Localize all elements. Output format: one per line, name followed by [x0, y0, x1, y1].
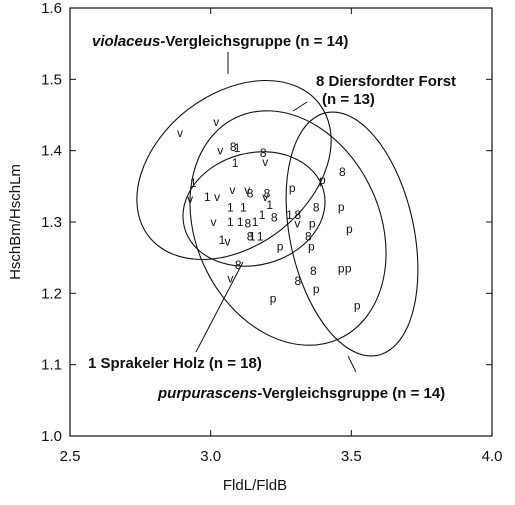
point: v — [217, 144, 223, 158]
point: p — [308, 239, 315, 253]
point: 8 — [295, 274, 302, 288]
x-tick-label: 4.0 — [482, 448, 503, 465]
y-tick-label: 1.6 — [41, 0, 62, 17]
point: v — [213, 115, 219, 129]
point: 1 — [252, 215, 259, 229]
ellipse-purpurascens — [285, 111, 419, 357]
point: p — [289, 181, 296, 195]
y-tick-label: 1.0 — [41, 428, 62, 445]
point: 8 — [313, 201, 320, 215]
point: 8 — [339, 165, 346, 179]
point: 1 — [257, 229, 264, 243]
x-tick-label: 3.5 — [341, 448, 362, 465]
point: p — [338, 261, 345, 275]
point: 1 — [190, 176, 197, 190]
annotation: purpurascens-Vergleichsgruppe (n = 14) — [157, 385, 445, 402]
point: v — [294, 216, 300, 230]
point: 8 — [260, 146, 267, 160]
point: v — [177, 126, 183, 140]
annotation: 1 Sprakeler Holz (n = 18) — [88, 355, 262, 372]
point: v — [187, 192, 193, 206]
annotation: (n = 13) — [322, 91, 375, 108]
y-tick-label: 1.5 — [41, 71, 62, 88]
point: 1 — [286, 208, 293, 222]
leader — [292, 101, 308, 112]
y-tick-label: 1.3 — [41, 214, 62, 231]
point: v — [225, 234, 231, 248]
annotation: 8 Diersfordter Forst — [316, 73, 456, 90]
point: 8 — [235, 258, 242, 272]
leader — [195, 261, 244, 353]
annotation-italic: violaceus — [92, 33, 160, 50]
point: v — [214, 190, 220, 204]
point: v — [210, 215, 216, 229]
point: 8 — [230, 140, 237, 154]
point: 1 — [232, 156, 239, 170]
point: 1 — [266, 198, 273, 212]
point: p — [309, 216, 316, 230]
point: p — [313, 282, 320, 296]
point: 8 — [244, 216, 251, 230]
point: 8 — [247, 186, 254, 200]
point: 1 — [259, 208, 266, 222]
point: 1 — [219, 233, 226, 247]
point: v — [227, 271, 233, 285]
y-tick-label: 1.1 — [41, 357, 62, 374]
point: 1 — [240, 201, 247, 215]
ellipse-sprakeler — [182, 151, 326, 267]
annotation-text: -Vergleichsgruppe (n = 14) — [160, 33, 348, 50]
leader — [347, 355, 357, 373]
ellipse-violaceus — [136, 79, 332, 261]
point: v — [262, 155, 268, 169]
point: 1 — [249, 229, 256, 243]
ellipses — [136, 52, 419, 373]
point: 8 — [247, 229, 254, 243]
y-tick-label: 1.4 — [41, 143, 62, 160]
point: p — [354, 298, 361, 312]
ellipse-diersfordt — [189, 110, 387, 346]
x-tick-label: 2.5 — [60, 448, 81, 465]
x-axis-label: FldL/FldB — [223, 477, 287, 494]
point: 8 — [271, 211, 278, 225]
y-tick-label: 1.2 — [41, 285, 62, 302]
x-tick-label: 3.0 — [200, 448, 221, 465]
point: v — [262, 190, 268, 204]
annotation-italic: purpurascens — [157, 385, 257, 402]
point: p — [338, 200, 345, 214]
annotation-text: -Vergleichsgruppe (n = 14) — [257, 385, 445, 402]
point: 8 — [310, 264, 317, 278]
annotation: violaceus-Vergleichsgruppe (n = 14) — [92, 33, 348, 50]
point: p — [319, 173, 326, 187]
y-axis-label: HschBm/HschLm — [7, 164, 24, 280]
point: v — [229, 183, 235, 197]
point: 8 — [295, 208, 302, 222]
point: p — [345, 261, 352, 275]
point: 1 — [237, 215, 244, 229]
point: p — [346, 222, 353, 236]
point: 8 — [264, 186, 271, 200]
point: p — [270, 291, 277, 305]
point: 1 — [227, 215, 234, 229]
point: 1 — [227, 201, 234, 215]
point: p — [277, 239, 284, 253]
point: 1 — [234, 141, 241, 155]
point: 8 — [305, 229, 312, 243]
point: 1 — [204, 190, 211, 204]
point: v — [244, 183, 250, 197]
